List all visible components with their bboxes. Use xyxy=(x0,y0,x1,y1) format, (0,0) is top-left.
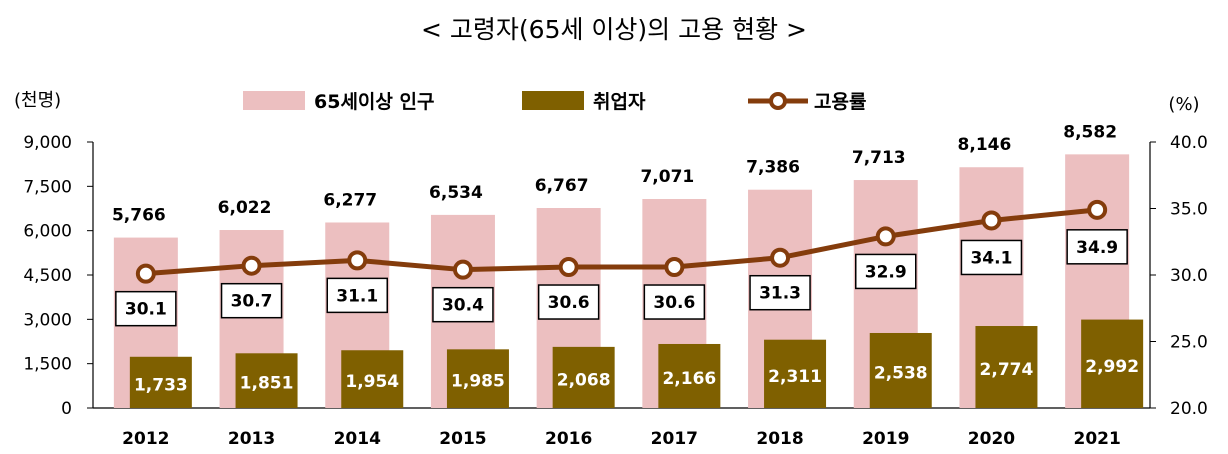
legend-swatch-population xyxy=(243,91,305,110)
left-tick-label: 1,500 xyxy=(23,355,72,375)
rate-label-box xyxy=(749,274,811,311)
rate-point xyxy=(664,257,685,278)
left-tick-label: 6,000 xyxy=(23,222,72,242)
rate-point xyxy=(770,247,791,268)
rate-label-box xyxy=(643,284,706,320)
rate-label-box xyxy=(855,253,917,290)
employed-bar xyxy=(764,339,827,408)
legend: 65세이상 인구 취업자 고용률 xyxy=(243,91,866,113)
legend-label-employed: 취업자 xyxy=(593,91,646,113)
employed-value-label: 1,985 xyxy=(451,372,505,392)
left-tick-label: 7,500 xyxy=(23,177,72,197)
employed-value-label: 1,851 xyxy=(240,374,294,394)
rate-label-box xyxy=(1066,229,1128,265)
legend-swatch-employed xyxy=(522,91,584,110)
rate-point xyxy=(981,210,1002,231)
legend-label-population: 65세이상 인구 xyxy=(314,91,434,113)
x-tick-label: 2013 xyxy=(228,429,275,449)
population-value-label: 7,713 xyxy=(852,148,906,168)
population-value-label: 7,071 xyxy=(640,167,694,187)
x-tick-label: 2019 xyxy=(862,429,909,449)
x-tick-label: 2012 xyxy=(122,429,169,449)
rate-label-box xyxy=(432,286,494,323)
rate-value-label: 31.1 xyxy=(336,286,378,306)
employed-bar xyxy=(129,356,192,408)
chart-title: < 고령자(65세 이상)의 고용 현황 > xyxy=(421,15,807,44)
x-tick-label: 2015 xyxy=(439,429,486,449)
employed-bar xyxy=(552,346,615,408)
employed-value-label: 1,954 xyxy=(345,372,399,392)
rate-label-box xyxy=(326,277,388,314)
rate-point xyxy=(241,255,262,276)
x-tick-label: 2021 xyxy=(1073,429,1120,449)
left-tick-label: 4,500 xyxy=(23,266,72,286)
x-tick-label: 2016 xyxy=(545,429,592,449)
population-value-label: 8,146 xyxy=(958,135,1012,155)
population-value-label: 8,582 xyxy=(1063,122,1117,142)
left-tick-label: 9,000 xyxy=(23,133,72,153)
rate-point xyxy=(1087,199,1108,220)
left-tick-label: 0 xyxy=(61,399,72,419)
rate-label-box xyxy=(960,239,1023,276)
employment-rate-line: 30.1 30.7 31.1 30.4 30.6 30.6 31.3 32.9 34.1 34.9 xyxy=(115,199,1128,327)
employed-bars: 1,733 1,851 1,954 1,985 2,068 2,166 2,311 2,538… xyxy=(129,319,1144,408)
x-tick-label: 2018 xyxy=(756,429,803,449)
rate-value-label: 32.9 xyxy=(865,262,907,282)
right-tick-label: 30.0 xyxy=(1170,266,1208,286)
employed-value-label: 2,538 xyxy=(874,363,928,383)
rate-point xyxy=(558,257,579,278)
employed-value-label: 2,068 xyxy=(557,370,611,390)
rate-value-label: 30.6 xyxy=(548,293,590,313)
right-tick-label: 35.0 xyxy=(1170,200,1208,220)
population-value-label: 6,534 xyxy=(429,183,483,203)
x-tick-label: 2014 xyxy=(334,429,381,449)
population-value-label: 6,277 xyxy=(323,190,377,210)
rate-line xyxy=(145,207,1098,277)
employed-value-label: 2,774 xyxy=(980,360,1034,380)
right-tick-label: 20.0 xyxy=(1170,399,1208,419)
employed-bar xyxy=(235,353,298,408)
left-axis-unit: (천명) xyxy=(14,90,61,111)
rate-value-label: 34.9 xyxy=(1076,238,1118,258)
rate-value-label: 30.7 xyxy=(231,292,273,312)
rate-label-box xyxy=(115,290,177,327)
employed-value-label: 2,992 xyxy=(1085,357,1139,377)
employed-value-label: 2,311 xyxy=(768,367,822,387)
rate-value-label: 31.3 xyxy=(759,284,801,304)
legend-label-rate: 고용률 xyxy=(814,91,866,113)
rate-point xyxy=(452,259,473,280)
employed-bar xyxy=(658,343,721,408)
employed-bar xyxy=(341,350,404,408)
rate-value-label: 30.6 xyxy=(653,293,695,313)
population-value-label: 5,766 xyxy=(112,206,166,226)
employed-bar xyxy=(446,349,509,408)
axes: 0 1,500 3,000 4,500 6,000 7,500 9,000 20.0 25.0 3… xyxy=(23,133,1208,449)
rate-value-label: 34.1 xyxy=(970,248,1012,268)
employed-bar xyxy=(1081,319,1144,408)
right-tick-label: 40.0 xyxy=(1170,133,1208,153)
employed-bar xyxy=(975,326,1038,408)
employed-value-label: 2,166 xyxy=(662,369,716,389)
rate-value-label: 30.4 xyxy=(442,296,484,316)
population-value-label: 6,767 xyxy=(535,176,589,196)
x-tick-label: 2017 xyxy=(651,429,698,449)
left-tick-label: 3,000 xyxy=(23,310,72,330)
population-value-label: 7,386 xyxy=(746,158,800,178)
rate-label-box xyxy=(220,282,283,319)
legend-swatch-rate-marker xyxy=(769,92,787,110)
right-tick-label: 25.0 xyxy=(1170,333,1208,353)
rate-point xyxy=(347,250,368,271)
right-axis-unit: (%) xyxy=(1168,94,1199,115)
employed-bar xyxy=(869,332,932,408)
rate-value-label: 30.1 xyxy=(125,300,167,320)
rate-point xyxy=(135,263,156,284)
employed-value-label: 1,733 xyxy=(134,375,188,395)
population-value-label: 6,022 xyxy=(218,198,272,218)
rate-label-box xyxy=(537,284,600,320)
x-tick-label: 2020 xyxy=(968,429,1015,449)
rate-point xyxy=(875,226,896,247)
